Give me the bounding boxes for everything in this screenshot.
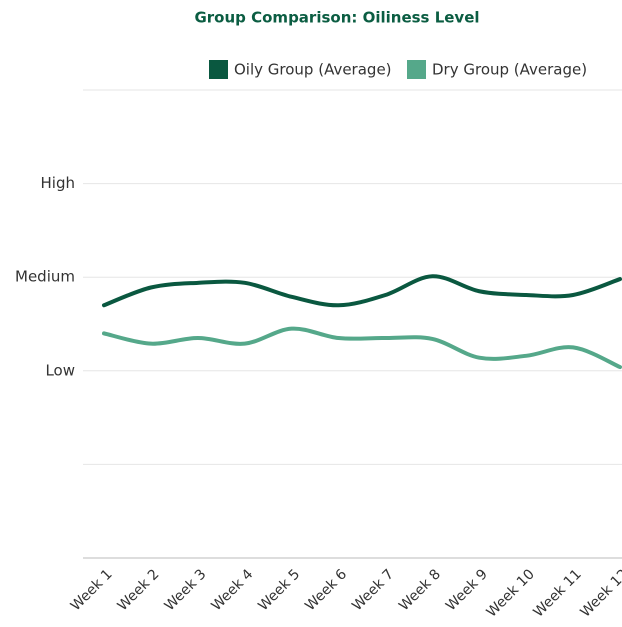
x-tick-label: Week 6: [302, 566, 350, 614]
x-tick-label: Week 12: [577, 566, 622, 620]
x-tick-label: Week 7: [349, 566, 397, 614]
y-tick-label: Medium: [15, 268, 75, 286]
x-tick-label: Week 10: [484, 566, 538, 620]
series-line: [102, 326, 622, 370]
x-tick-label: Week 8: [396, 566, 444, 614]
x-tick-label: Week 4: [208, 566, 256, 614]
legend-swatch: [407, 60, 426, 79]
legend-label: Dry Group (Average): [432, 61, 587, 79]
y-tick-label: Low: [45, 361, 75, 379]
x-tick-label: Week 11: [531, 566, 585, 620]
legend-swatch: [209, 60, 228, 79]
series-line: [102, 274, 622, 308]
x-tick-label: Week 9: [443, 566, 491, 614]
chart-title: Group Comparison: Oiliness Level: [194, 9, 479, 27]
x-tick-label: Week 3: [162, 566, 210, 614]
x-tick-label: Week 5: [255, 566, 303, 614]
y-tick-label: High: [41, 174, 75, 192]
x-tick-label: Week 1: [68, 566, 116, 614]
legend-label: Oily Group (Average): [234, 61, 392, 79]
x-tick-label: Week 2: [115, 566, 163, 614]
